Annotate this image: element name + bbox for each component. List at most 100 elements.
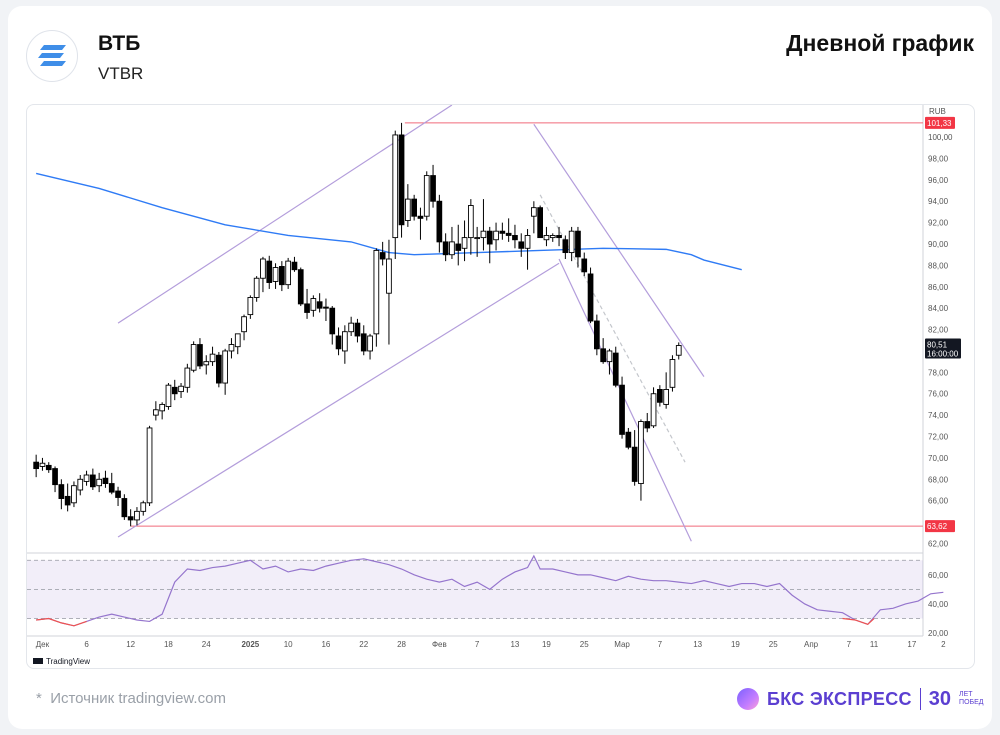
candle-down (291, 261, 298, 271)
tradingview-icon (33, 658, 43, 664)
candle-down (379, 252, 386, 260)
candle-down (266, 260, 273, 283)
rsi-tick-label: 40,00 (928, 600, 949, 609)
candle-up (405, 198, 411, 221)
time-tick-label: 18 (164, 640, 173, 649)
candle-up (241, 316, 247, 333)
candle-down (58, 484, 65, 499)
price-tick-label: 70,00 (928, 454, 949, 463)
candle-down (297, 269, 304, 305)
candle-down (215, 354, 222, 384)
price-tick-label: 98,00 (928, 154, 949, 163)
candle-up (165, 384, 172, 408)
candle-up (228, 344, 235, 352)
candle-down (316, 301, 323, 309)
candle-down (33, 461, 40, 470)
source-note: * Источник tradingview.com (36, 690, 226, 707)
candle-down (631, 446, 638, 482)
candle-down (52, 468, 58, 486)
candle-up (184, 367, 191, 388)
time-tick-label: 10 (284, 640, 293, 649)
candle-down (108, 483, 115, 493)
time-tick-label: Мар (614, 640, 630, 649)
bars-logo-icon (38, 45, 66, 66)
time-tick-label: 12 (126, 640, 135, 649)
time-tick-label: 24 (202, 640, 211, 649)
candle-up (493, 230, 499, 241)
candle-down (329, 307, 336, 335)
price-tick-label: 94,00 (928, 197, 949, 206)
candle-down (436, 200, 443, 243)
candle-up (222, 350, 229, 384)
rsi-oversold-segment (36, 617, 87, 627)
price-tick-label: 82,00 (928, 326, 949, 335)
candle-up (373, 249, 380, 335)
candle-up (480, 230, 487, 239)
price-tick-label: 74,00 (928, 411, 949, 420)
candle-up (83, 474, 90, 482)
candle-down (45, 464, 52, 471)
candle-down (499, 230, 506, 234)
brand-tagline: ЛЕТ ПОБЕД (959, 691, 989, 707)
candle-down (512, 235, 518, 241)
brand-name: БКС ЭКСПРЕСС (767, 688, 912, 709)
candle-up (190, 344, 197, 371)
candle-down (644, 421, 651, 429)
price-tick-label: 62,00 (928, 539, 949, 548)
candle-up (606, 350, 613, 363)
candle-up (568, 230, 575, 254)
candle-down (398, 134, 405, 226)
candle-up (638, 421, 644, 485)
time-tick-label: 13 (693, 640, 702, 649)
candle-up (310, 298, 317, 311)
candle-down (505, 232, 512, 236)
dashed-trendline (539, 194, 686, 463)
price-tick-label: 100,00 (928, 133, 953, 142)
time-tick-label: 7 (475, 640, 480, 649)
candlestick-chart[interactable]: RUB 100,00 98,00 96,00 94,00 92,00 90,00 88,00 8… (27, 105, 974, 668)
time-tick-label: 28 (397, 640, 406, 649)
candle-up (348, 322, 355, 333)
price-tick-label: 66,00 (928, 497, 949, 506)
time-tick-label: 25 (580, 640, 589, 649)
candle-up (178, 385, 184, 393)
brand-tagline-line-2: ПОБЕД (959, 699, 984, 706)
price-tick-label: 96,00 (928, 176, 949, 185)
rsi-oversold-segment (842, 617, 875, 626)
candle-down (354, 322, 361, 337)
candle-down (430, 175, 436, 202)
candle-up (549, 235, 556, 239)
candle-down (102, 477, 109, 485)
brand-years: 30 (928, 687, 952, 710)
candle-down (612, 352, 619, 386)
candle-up (392, 134, 399, 239)
candle-up (663, 389, 670, 405)
time-tick-label: 11 (870, 640, 879, 649)
price-tick-label: 92,00 (928, 219, 949, 228)
chart-panel[interactable]: RUB 100,00 98,00 96,00 94,00 92,00 90,00 88,00 8… (26, 104, 975, 669)
candle-up (669, 359, 676, 388)
time-tick-label: 2 (941, 640, 946, 649)
candle-down (518, 241, 525, 249)
candle-up (531, 207, 537, 217)
candle-up (77, 478, 84, 491)
candle-down (121, 498, 128, 518)
level-high-label: 101,33 (927, 119, 952, 128)
candle-up (650, 393, 657, 427)
time-tick-label: Дек (36, 640, 50, 649)
candle-down (562, 239, 569, 254)
candle-up (449, 241, 455, 256)
brand-orb-icon (737, 688, 759, 710)
price-tick-label: 86,00 (928, 283, 949, 292)
brand-logo: БКС ЭКСПРЕСС 30 ЛЕТ ПОБЕД (737, 687, 989, 711)
candle-up (71, 485, 77, 504)
price-tick-label: 90,00 (928, 240, 949, 249)
level-low-label: 63,62 (927, 522, 948, 531)
candle-up (675, 345, 682, 356)
time-tick-label: 2025 (241, 640, 259, 649)
candle-down (304, 303, 310, 313)
candle-up (468, 205, 474, 239)
candle-up (524, 235, 531, 249)
time-tick-label: 16 (321, 640, 330, 649)
candle-up (234, 333, 241, 348)
